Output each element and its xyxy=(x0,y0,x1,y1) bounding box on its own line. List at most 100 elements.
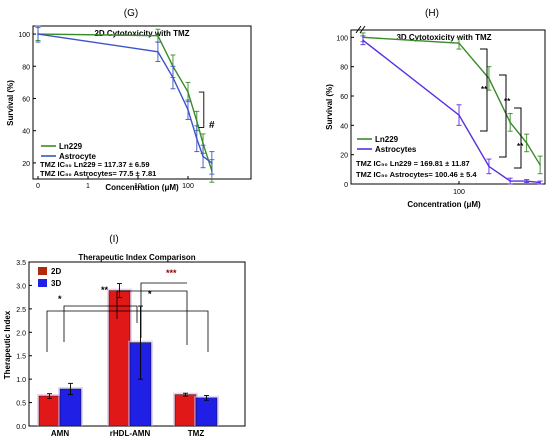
x-tick-label-g: 100 xyxy=(182,183,194,190)
data-point-h-1-1 xyxy=(458,114,460,116)
legend-g: Ln229 Astrocyte xyxy=(41,142,96,161)
panel-label-g: (G) xyxy=(124,8,138,19)
legend-h: Ln229 Astrocytes xyxy=(357,135,417,154)
y-axis-label-g: Survival (%) xyxy=(6,80,15,126)
data-point-g-0-1 xyxy=(157,34,159,37)
significance-bracket-g xyxy=(198,91,205,128)
significance-brackets-i xyxy=(46,282,209,352)
data-point-g-0-4 xyxy=(196,120,198,122)
x-axis-label-g: Concentration (μM) xyxy=(105,183,179,192)
y-tick-label-i: 3.5 xyxy=(16,260,26,267)
y-tick-label-h: 20 xyxy=(340,153,348,160)
legend-label-astrocytes-h: Astrocytes xyxy=(375,145,417,154)
y-tick-label-h: 100 xyxy=(336,35,348,42)
x-tick-label-i-0: AMN xyxy=(51,429,69,438)
x-tick-label-i-1: rHDL-AMN xyxy=(110,429,151,438)
y-tick-label-h: 40 xyxy=(340,123,348,130)
data-point-g-1-3 xyxy=(187,108,189,111)
ic50-astrocytes-h: TMZ IC₅₀ Astrocytes= 100.46 ± 5.4 xyxy=(356,170,477,179)
y-tick-label-h: 60 xyxy=(340,94,348,101)
axes-i: 0.0 0.5 1.0 1.5 2.0 2.5 3.0 3.5 AMN rHDL-AMN TMZ xyxy=(16,260,204,438)
data-point-g-1-4 xyxy=(196,137,198,140)
ic50-ln229-h: TMZ IC₅₀ Ln229 = 169.81 ± 11.87 xyxy=(356,159,470,168)
data-point-g-0-3 xyxy=(187,91,189,93)
significance-mark-i-3: * xyxy=(148,289,152,299)
legend-label-astrocyte-g: Astrocyte xyxy=(59,152,96,161)
chart-i: (I) Therapeutic Index Comparison Therape… xyxy=(3,234,246,438)
x-tick-label-g: 0 xyxy=(36,183,40,190)
data-point-h-1-0 xyxy=(362,39,364,42)
axes-g: 20 40 60 80 100 0 1 10 100 xyxy=(18,32,194,190)
legend-swatch-2d xyxy=(38,267,47,275)
series-h xyxy=(360,32,543,185)
legend-label-ln229-h: Ln229 xyxy=(375,135,399,144)
chart-g: (G) 2D Cytotoxicity with TMZ Concentrati… xyxy=(6,8,252,192)
axis-break-h xyxy=(355,25,366,34)
y-tick-label-i: 0.0 xyxy=(16,424,26,431)
bars-i xyxy=(37,283,219,427)
y-axis-label-i: Therapeutic Index xyxy=(3,310,12,379)
y-tick-label-i: 2.5 xyxy=(16,307,26,314)
chart-title-g: 2D Cytotoxicity with TMZ xyxy=(94,29,189,38)
y-tick-label-i: 1.5 xyxy=(16,354,26,361)
data-point-g-0-5 xyxy=(202,142,204,145)
data-point-h-1-2 xyxy=(488,165,490,168)
significance-mark-i-2: ** xyxy=(101,285,109,295)
data-point-g-1-2 xyxy=(172,76,174,79)
x-tick-label-h: 100 xyxy=(453,189,465,196)
data-point-h-0-3 xyxy=(509,121,511,124)
significance-mark-i-4: *** xyxy=(166,268,177,278)
legend-label-3d: 3D xyxy=(51,279,61,288)
y-tick-label-h: 80 xyxy=(340,65,348,72)
significance-mark-g: # xyxy=(209,120,215,131)
series-line-h-1 xyxy=(362,39,541,184)
legend-label-ln229-g: Ln229 xyxy=(59,142,83,151)
y-tick-label-i: 2.0 xyxy=(16,330,26,337)
data-point-g-1-5 xyxy=(202,155,204,158)
axes-h: 0 20 40 60 80 100 100 xyxy=(336,35,465,196)
x-tick-label-g: 1 xyxy=(86,183,90,190)
data-point-h-0-5 xyxy=(539,164,541,166)
ic50-ln229-g: TMZ IC₅₀ Ln229 = 117.37 ± 6.59 xyxy=(40,160,150,169)
significance-mark-i-1: * xyxy=(58,294,62,304)
legend-label-2d: 2D xyxy=(51,267,61,276)
plot-frame-h xyxy=(350,29,546,185)
y-tick-label-g: 100 xyxy=(18,32,30,39)
ic50-astrocytes-g: TMZ IC₅₀ Astrocytes= 77.5 ± 7.81 xyxy=(40,169,156,178)
y-tick-label-i: 3.0 xyxy=(16,283,26,290)
series-g xyxy=(35,25,215,183)
chart-title-h: 3D Cytotoxicity with TMZ xyxy=(396,33,491,42)
y-tick-label-h: 0 xyxy=(344,182,348,189)
data-point-h-0-4 xyxy=(525,142,528,144)
significance-mark-h-1: ** xyxy=(481,85,488,94)
x-axis-label-h: Concentration (μM) xyxy=(407,200,481,209)
data-point-h-1-5 xyxy=(539,181,541,184)
y-tick-label-i: 0.5 xyxy=(16,401,26,408)
y-tick-label-g: 60 xyxy=(22,96,30,103)
y-tick-label-g: 80 xyxy=(22,64,30,71)
y-axis-label-h: Survival (%) xyxy=(325,84,334,130)
x-tick-label-g: 10 xyxy=(134,183,142,190)
plot-frame-g xyxy=(32,25,252,180)
significance-brackets-h xyxy=(480,48,522,169)
significance-mark-h-2: ** xyxy=(504,97,511,106)
bar-0-2 xyxy=(174,394,197,427)
bar-1-2 xyxy=(195,397,218,427)
y-tick-label-g: 40 xyxy=(22,129,30,136)
y-tick-label-i: 1.0 xyxy=(16,377,26,384)
x-tick-label-i-2: TMZ xyxy=(188,429,205,438)
series-line-h-0 xyxy=(362,36,541,166)
y-tick-label-g: 20 xyxy=(22,161,30,168)
panel-label-i: (I) xyxy=(109,234,118,245)
data-point-h-1-3 xyxy=(509,180,511,182)
data-point-g-1-0 xyxy=(37,33,39,35)
data-point-h-0-1 xyxy=(458,42,460,44)
data-point-h-0-2 xyxy=(488,77,490,80)
chart-h: (H) 3D Cytotoxicity with TMZ Concentrati… xyxy=(325,8,546,209)
data-point-g-1-1 xyxy=(157,50,159,53)
significance-mark-h-3: ** xyxy=(517,142,524,151)
chart-title-i: Therapeutic Index Comparison xyxy=(78,253,195,262)
panel-label-h: (H) xyxy=(425,8,439,19)
legend-i: 2D 3D xyxy=(38,267,61,288)
